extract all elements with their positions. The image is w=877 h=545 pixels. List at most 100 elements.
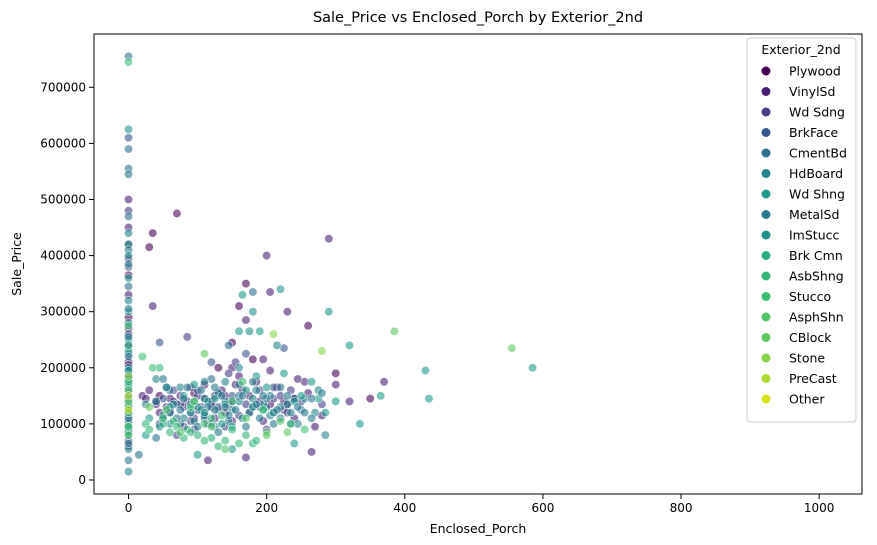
legend-marker: [761, 333, 771, 342]
data-point: [220, 402, 230, 412]
legend-items: Plywood VinylSd Wd Sdng BrkFace CmentBd HdBoa…: [761, 64, 847, 407]
legend-entry-label: ImStucc: [789, 228, 839, 243]
data-point: [528, 363, 538, 373]
data-point: [255, 413, 265, 423]
data-point: [200, 377, 210, 387]
data-point: [282, 427, 292, 437]
data-point: [124, 405, 134, 415]
legend-marker: [761, 312, 771, 322]
data-point: [376, 391, 386, 401]
legend-marker: [761, 271, 771, 281]
legend-marker: [761, 87, 771, 96]
legend-title: Exterior_2nd: [761, 42, 840, 57]
legend-entry-label: Stone: [789, 351, 825, 366]
data-point: [210, 382, 220, 392]
data-point: [124, 304, 134, 314]
data-point: [248, 287, 258, 297]
data-point: [300, 408, 310, 418]
data-point: [331, 396, 341, 406]
data-point: [289, 439, 299, 449]
data-point: [307, 447, 317, 457]
y-tick-label: 0: [78, 473, 86, 487]
data-point: [251, 399, 261, 409]
data-point: [251, 385, 261, 395]
legend-marker: [761, 230, 771, 240]
data-point: [124, 340, 134, 350]
data-point: [279, 368, 289, 378]
legend-marker: [761, 210, 771, 219]
data-point: [265, 366, 275, 376]
data-point: [234, 363, 244, 373]
data-point: [148, 363, 158, 373]
x-axis: 0 200 400 600 800 1000: [125, 494, 834, 515]
data-point: [124, 332, 134, 342]
data-point: [365, 394, 375, 404]
legend-entry-label: Wd Shng: [789, 187, 845, 202]
legend-entry-label: AsphShn: [789, 310, 844, 325]
data-point: [224, 368, 234, 378]
data-point: [189, 396, 199, 406]
data-point: [220, 436, 230, 446]
y-tick-label: 500000: [40, 192, 86, 206]
legend-marker: [761, 251, 771, 260]
data-point: [162, 405, 172, 415]
data-point: [275, 416, 285, 426]
legend-entry-label: Other: [789, 392, 825, 407]
data-point: [237, 377, 247, 387]
data-point: [293, 402, 303, 412]
data-point: [144, 424, 154, 434]
data-point: [144, 402, 154, 412]
data-point: [262, 430, 272, 440]
y-tick-label: 700000: [40, 80, 86, 94]
data-point: [151, 396, 161, 406]
data-point: [307, 394, 317, 404]
legend-marker: [761, 66, 771, 76]
data-point: [124, 422, 134, 432]
data-point: [507, 343, 517, 353]
data-point: [124, 228, 134, 238]
legend-entry-label: Stucco: [789, 289, 831, 304]
data-point: [200, 436, 210, 446]
data-point: [227, 424, 237, 434]
data-point: [217, 419, 227, 429]
data-point: [124, 211, 134, 221]
data-point: [262, 251, 272, 261]
data-point: [206, 413, 216, 423]
data-point: [213, 427, 223, 437]
legend-entry-label: HdBoard: [789, 166, 843, 181]
data-point: [193, 450, 203, 460]
data-point: [241, 279, 251, 289]
legend-box: [746, 37, 857, 423]
y-tick-label: 400000: [40, 249, 86, 263]
legend-marker: [761, 292, 771, 301]
y-axis-label: Sale_Price: [9, 232, 24, 296]
data-point: [241, 315, 251, 325]
data-point: [272, 340, 282, 350]
data-point: [303, 321, 313, 331]
data-point: [124, 295, 134, 305]
data-point: [272, 405, 282, 415]
data-point: [151, 433, 161, 443]
data-point: [265, 287, 275, 297]
data-point: [144, 385, 154, 395]
data-point: [165, 427, 175, 437]
data-point: [124, 259, 134, 269]
data-point: [124, 455, 134, 465]
data-point: [124, 169, 134, 179]
data-point: [203, 455, 213, 465]
legend-entry-label: PreCast: [789, 371, 837, 386]
legend-entry-label: Wd Sdng: [789, 105, 845, 120]
points-layer: [124, 51, 538, 477]
legend-entry-label: CBlock: [789, 330, 832, 345]
data-point: [317, 346, 327, 356]
data-point: [241, 422, 251, 432]
legend-marker: [761, 128, 771, 137]
data-point: [124, 133, 134, 143]
data-point: [389, 326, 399, 336]
legend-marker: [761, 189, 771, 199]
data-point: [237, 391, 247, 401]
data-point: [231, 405, 241, 415]
chart-title: Sale_Price vs Enclosed_Porch by Exterior…: [313, 10, 643, 26]
data-point: [227, 396, 237, 406]
data-point: [144, 242, 154, 252]
